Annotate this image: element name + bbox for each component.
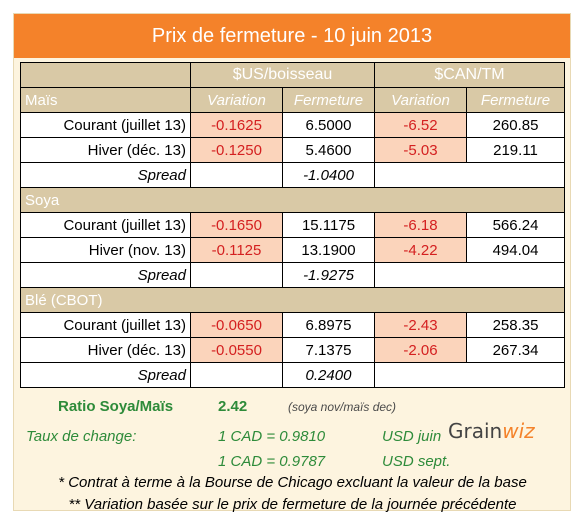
can-fermeture: 494.04 xyxy=(465,237,566,263)
row-label: Hiver (nov. 13) xyxy=(20,237,191,263)
row-label: Courant (juillet 13) xyxy=(20,112,191,138)
us-fermeture: 5.4600 xyxy=(282,137,375,163)
spread-blank-can xyxy=(373,362,566,388)
can-variation: -2.06 xyxy=(374,337,467,363)
header-blank xyxy=(20,62,191,88)
table-row: Hiver (nov. 13) -0.1125 13.1900 -4.22 494.04 xyxy=(20,237,566,263)
spread-blank xyxy=(190,362,283,388)
grainwiz-logo: Grainwiz xyxy=(448,415,558,447)
header-us-group: $US/boisseau xyxy=(190,62,375,88)
table-row: Hiver (déc. 13) -0.0550 7.1375 -2.06 267.34 xyxy=(20,337,566,363)
us-variation: -0.1125 xyxy=(190,237,283,263)
section-row: Soya xyxy=(19,187,566,213)
can-fermeture: 219.11 xyxy=(465,137,566,163)
can-variation: -6.18 xyxy=(374,212,467,238)
ratio-note: (soya nov/maïs dec) xyxy=(288,400,397,414)
spread-row: Spread 0.2400 xyxy=(20,362,566,388)
exchange-unit-sept: USD sept. xyxy=(382,453,451,470)
exchange-unit-june: USD juin xyxy=(382,428,442,445)
page-title: Prix de fermeture - 10 juin 2013 xyxy=(14,14,570,58)
col-can-fermeture: Fermeture xyxy=(465,87,566,113)
spread-blank xyxy=(190,162,283,188)
spread-blank-can xyxy=(373,162,566,188)
row-label: Hiver (déc. 13) xyxy=(20,137,191,163)
can-variation: -2.43 xyxy=(374,312,467,338)
spread-value: -1.9275 xyxy=(282,262,375,288)
spread-value: 0.2400 xyxy=(282,362,375,388)
col-us-variation: Variation xyxy=(190,87,283,113)
row-label: Courant (juillet 13) xyxy=(20,312,191,338)
row-label: Courant (juillet 13) xyxy=(20,212,191,238)
can-variation: -5.03 xyxy=(374,137,467,163)
col-us-fermeture: Fermeture xyxy=(282,87,375,113)
us-fermeture: 13.1900 xyxy=(282,237,375,263)
ratio-value: 2.42 xyxy=(218,398,248,415)
col-can-variation: Variation xyxy=(374,87,467,113)
us-variation: -0.1650 xyxy=(190,212,283,238)
us-variation: -0.1625 xyxy=(190,112,283,138)
us-fermeture: 7.1375 xyxy=(282,337,375,363)
row-label: Hiver (déc. 13) xyxy=(20,337,191,363)
table-row: Hiver (déc. 13) -0.1250 5.4600 -5.03 219.11 xyxy=(20,137,566,163)
table-row: Courant (juillet 13) -0.1650 15.1175 -6.18 5… xyxy=(20,212,566,238)
can-fermeture: 566.24 xyxy=(465,212,566,238)
us-fermeture: 6.5000 xyxy=(282,112,375,138)
section-row: Blé (CBOT) xyxy=(19,287,566,313)
logo-text: Grainwiz xyxy=(448,419,535,443)
us-variation: -0.0650 xyxy=(190,312,283,338)
can-fermeture: 260.85 xyxy=(465,112,566,138)
spread-label: Spread xyxy=(20,162,191,188)
header-row-groups: $US/boisseau $CAN/TM xyxy=(20,62,566,88)
spread-label: Spread xyxy=(20,262,191,288)
exchange-label: Taux de change: xyxy=(26,428,137,445)
can-variation: -6.52 xyxy=(374,112,467,138)
us-fermeture: 6.8975 xyxy=(282,312,375,338)
ratio-label: Ratio Soya/Maïs xyxy=(58,398,174,415)
can-fermeture: 258.35 xyxy=(465,312,566,338)
spread-blank xyxy=(190,262,283,288)
footnote-1: * Contrat à terme à la Bourse de Chicago… xyxy=(58,474,527,491)
section-name: Soya xyxy=(19,187,566,213)
spread-value: -1.0400 xyxy=(282,162,375,188)
header-row-columns: Maïs Variation Fermeture Variation Fermeture xyxy=(20,87,566,113)
us-variation: -0.1250 xyxy=(190,137,283,163)
spread-blank-can xyxy=(373,262,566,288)
us-variation: -0.0550 xyxy=(190,337,283,363)
table-row: Courant (juillet 13) -0.1625 6.5000 -6.52 26… xyxy=(20,112,566,138)
footnote-2: ** Variation basée sur le prix de fermet… xyxy=(68,496,517,513)
table-row: Courant (juillet 13) -0.0650 6.8975 -2.43 25… xyxy=(20,312,566,338)
us-fermeture: 15.1175 xyxy=(282,212,375,238)
can-fermeture: 267.34 xyxy=(465,337,566,363)
exchange-rate-sept: 1 CAD = 0.9787 xyxy=(218,453,326,470)
spread-row: Spread -1.9275 xyxy=(20,262,566,288)
prices-table: $US/boisseau $CAN/TM Maïs Variation Fermetur… xyxy=(19,62,566,388)
spread-label: Spread xyxy=(20,362,191,388)
exchange-rate-june: 1 CAD = 0.9810 xyxy=(218,428,326,445)
can-variation: -4.22 xyxy=(374,237,467,263)
section-name: Blé (CBOT) xyxy=(19,287,566,313)
section-name: Maïs xyxy=(20,87,191,113)
header-can-group: $CAN/TM xyxy=(373,62,566,88)
spread-row: Spread -1.0400 xyxy=(20,162,566,188)
